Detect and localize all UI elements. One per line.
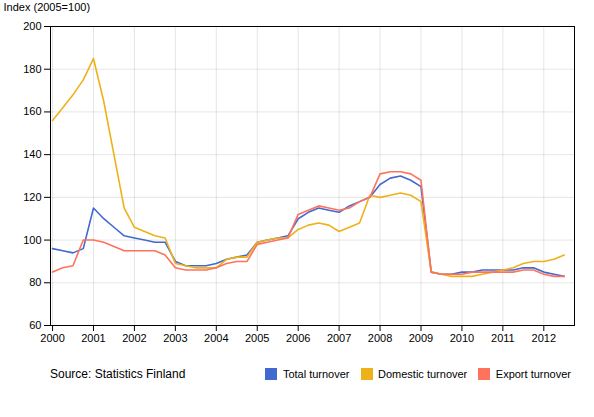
html-text:Domestic turnover: Domestic turnover [378,367,468,380]
svg-text:2005: 2005 [245,332,269,344]
svg-text:Index (2005=100): Index (2005=100) [4,1,91,13]
svg-text:2007: 2007 [327,332,351,344]
svg-text:120: 120 [23,191,41,203]
svg-text:180: 180 [23,63,41,75]
svg-text:2009: 2009 [409,332,433,344]
html-text:Source: Statistics Finland: Source: Statistics Finland [50,366,186,381]
svg-text:2002: 2002 [122,332,146,344]
svg-text:2010: 2010 [450,332,474,344]
svg-text:160: 160 [23,105,41,117]
svg-text:2004: 2004 [204,332,228,344]
svg-text:100: 100 [23,234,41,246]
svg-text:2011: 2011 [491,332,515,344]
svg-text:80: 80 [29,276,41,288]
svg-text:2012: 2012 [532,332,556,344]
svg-text:60: 60 [29,319,41,331]
html-text:Total turnover: Total turnover [282,367,350,380]
svg-text:2003: 2003 [163,332,187,344]
svg-text:2001: 2001 [81,332,105,344]
svg-text:2008: 2008 [368,332,392,344]
svg-text:2006: 2006 [286,332,310,344]
html-text:Export turnover: Export turnover [495,367,571,380]
svg-text:2000: 2000 [40,332,64,344]
svg-text:140: 140 [23,148,41,160]
svg-text:200: 200 [23,20,41,32]
